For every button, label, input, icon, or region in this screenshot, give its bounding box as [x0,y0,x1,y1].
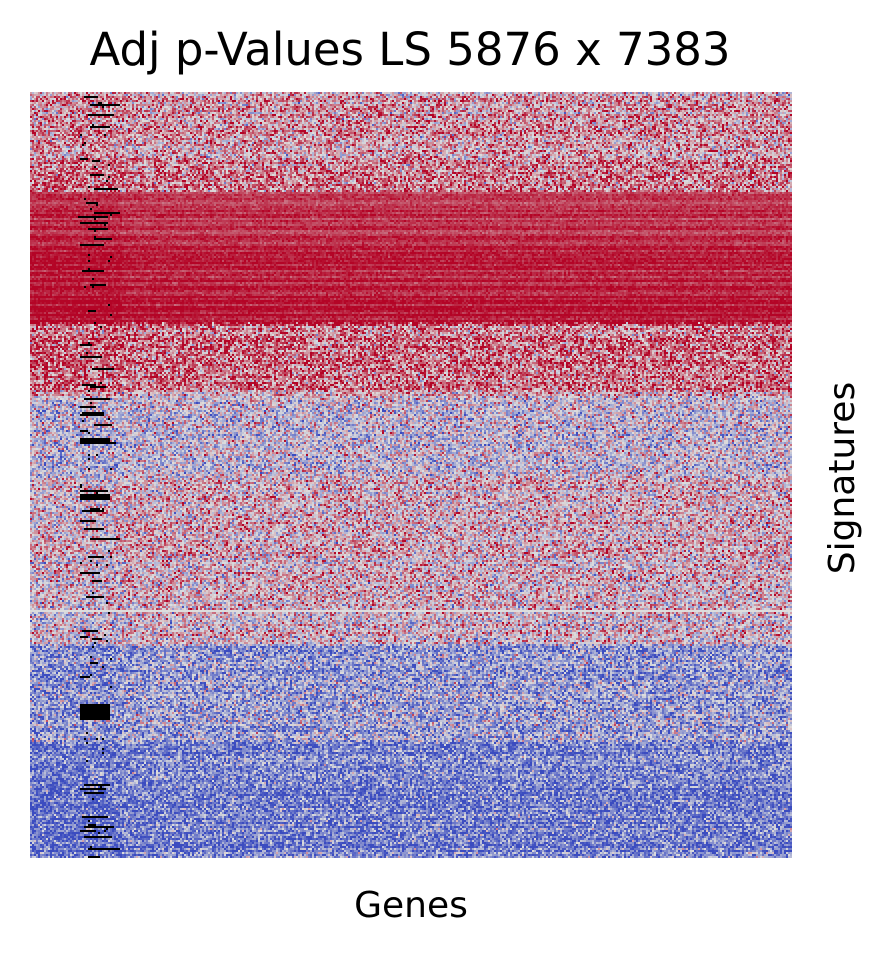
heatmap-cells [30,92,792,858]
y-axis-label: Signatures [822,381,863,575]
chart-title: Adj p-Values LS 5876 x 7383 [89,23,731,76]
x-axis-label: Genes [354,885,468,926]
heatmap-plot-area [30,92,792,858]
